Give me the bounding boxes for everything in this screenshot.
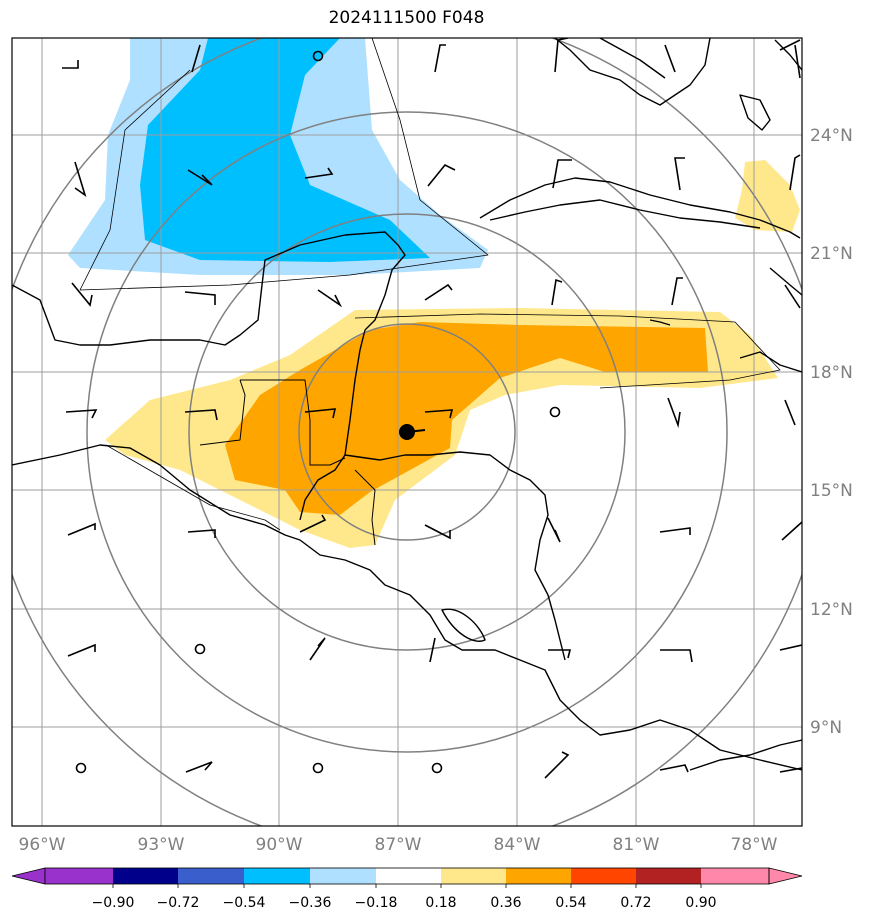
colorbar-extend-high	[768, 867, 803, 885]
lon-label-90: 90°W	[256, 835, 303, 855]
colorbar-tick-label: −0.72	[157, 895, 200, 911]
lat-label-24: 24°N	[810, 126, 853, 146]
storm-motion-barb	[406, 429, 426, 433]
positive-anomaly-yellow-east	[735, 160, 800, 232]
lat-label-12: 12°N	[810, 600, 853, 620]
lon-label-93: 93°W	[138, 835, 185, 855]
map-frame	[11, 37, 803, 827]
negative-anomaly-deep-blue	[140, 38, 430, 262]
colorbar-tick-label: −0.90	[92, 895, 135, 911]
lat-label-18: 18°N	[810, 363, 853, 383]
range-rings	[12, 38, 802, 826]
positive-anomaly-orange	[225, 322, 708, 515]
calm-wind-circles	[75, 50, 561, 774]
colorbar-tick-label: 0.72	[620, 895, 651, 911]
colorbar-tick-label: −0.18	[355, 895, 398, 911]
colorbar-tick-label: 0.18	[425, 895, 456, 911]
lon-label-96: 96°W	[19, 835, 66, 855]
lon-label-78: 78°W	[731, 835, 778, 855]
colorbar-segment	[45, 868, 113, 884]
colorbar-segment	[310, 868, 376, 884]
colorbar-extend-low	[11, 867, 46, 885]
colorbar-tick-label: −0.54	[223, 895, 266, 911]
colorbar-segment	[636, 868, 701, 884]
colorbar-segment	[376, 868, 441, 884]
lon-label-87: 87°W	[375, 835, 422, 855]
colorbar-segment	[441, 868, 506, 884]
coastlines	[12, 38, 802, 771]
lon-label-84: 84°W	[494, 835, 541, 855]
colorbar-segment	[244, 868, 310, 884]
colorbar-tick-label: 0.36	[490, 895, 521, 911]
map-area	[12, 38, 802, 826]
lat-label-15: 15°N	[810, 481, 853, 501]
colorbar-tick-label: 0.90	[685, 895, 716, 911]
colorbar-segment	[701, 868, 769, 884]
lon-label-81: 81°W	[613, 835, 660, 855]
map-title: 2024111500 F048	[328, 8, 485, 28]
colorbar-segment	[113, 868, 178, 884]
wind-barbs	[62, 38, 802, 779]
lat-label-21: 21°N	[810, 244, 853, 264]
lat-label-9: 9°N	[810, 718, 842, 738]
latitude-labels: 24°N 21°N 18°N 15°N 12°N 9°N	[810, 126, 853, 738]
colorbar-tick-label: 0.54	[555, 895, 586, 911]
graticule	[12, 38, 802, 826]
colorbar: −0.90 −0.72 −0.54 −0.36 −0.18 0.18 0.36 …	[11, 867, 803, 911]
colorbar-segment	[571, 868, 636, 884]
colorbar-segment	[178, 868, 244, 884]
colorbar-segment	[506, 868, 571, 884]
longitude-labels: 96°W 93°W 90°W 87°W 84°W 81°W 78°W	[19, 835, 778, 855]
colorbar-tick-label: −0.36	[289, 895, 332, 911]
